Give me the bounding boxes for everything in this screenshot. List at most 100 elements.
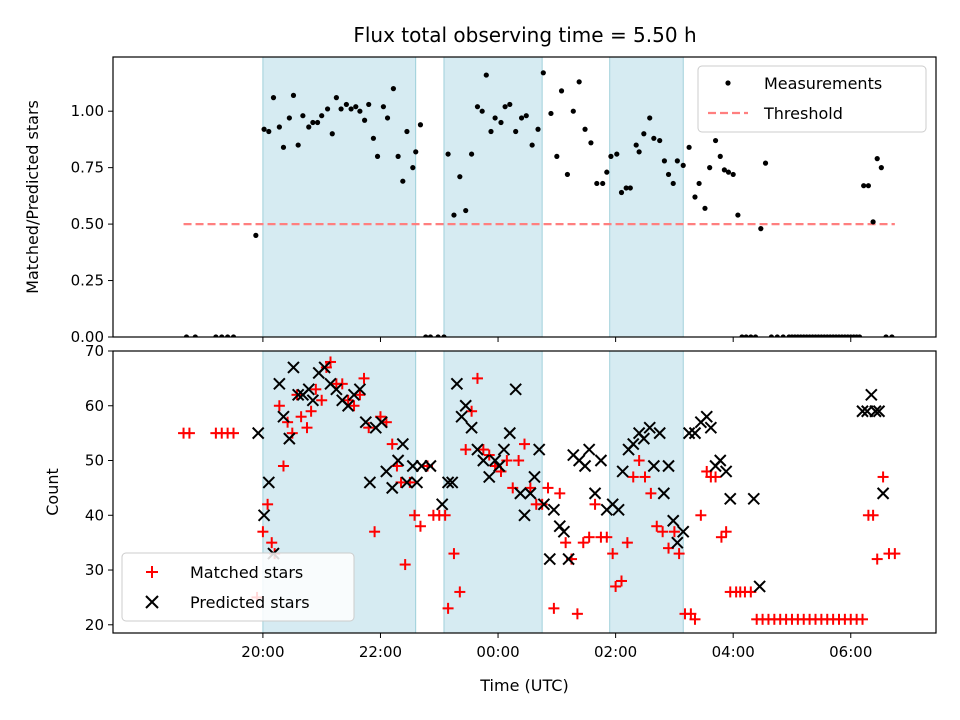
predicted-star-point: [497, 443, 511, 456]
measurement-point: [423, 334, 429, 337]
predicted-star-point: [277, 410, 290, 423]
matched-star-point: [501, 455, 513, 467]
x-tick-label: 22:00: [359, 643, 402, 661]
matched-star-point: [277, 460, 289, 472]
predicted-star-point: [518, 509, 531, 522]
measurement-point: [856, 334, 863, 337]
measurement-point: [400, 178, 406, 184]
measurement-point: [692, 194, 698, 200]
measurement-point: [319, 113, 325, 119]
legend-measurements-label: Measurements: [764, 74, 882, 93]
matched-star-point: [857, 613, 869, 625]
measurement-point: [427, 334, 434, 337]
matched-star-point: [342, 394, 354, 406]
measurement-point: [280, 144, 287, 150]
matched-star-point: [519, 438, 530, 450]
bottom-panel: 20 30 40 50 60 70 20:00 22:00 00:00 02:00 04:00 06…: [43, 342, 937, 695]
predicted-star-point: [724, 492, 737, 506]
legend-threshold-label: Threshold: [763, 104, 843, 123]
legend-measurement-marker: [725, 80, 731, 86]
predicted-star-point: [287, 361, 300, 374]
matched-star-point: [607, 548, 619, 560]
matched-star-point: [183, 427, 195, 439]
measurement-point: [651, 135, 657, 141]
measurement-point: [333, 95, 339, 101]
x-tick-label: 02:00: [594, 643, 637, 661]
predicted-star-point: [302, 383, 315, 396]
measurement-point: [600, 180, 606, 187]
matched-star-point: [668, 526, 680, 538]
predicted-star-point: [465, 421, 478, 434]
predicted-star-point: [477, 454, 490, 467]
observing-window-2: [443, 56, 543, 338]
predicted-star-point: [588, 487, 602, 500]
predicted-star-point: [594, 454, 608, 467]
y-tick-label: 20: [85, 616, 104, 634]
predicted-star-point: [700, 410, 713, 423]
measurement-point: [441, 334, 447, 337]
predicted-star-point: [435, 498, 449, 511]
predicted-star-point: [616, 465, 629, 478]
measurement-point: [370, 135, 377, 141]
measurement-point: [712, 137, 719, 144]
top-x-ticks: [262, 337, 852, 342]
top-observing-windows: [262, 56, 684, 338]
y-tick-label: 70: [85, 342, 104, 360]
predicted-star-point: [662, 459, 675, 473]
measurement-point: [735, 212, 741, 218]
predicted-star-point: [459, 399, 472, 412]
predicted-star-point: [869, 405, 882, 418]
top-panel: 0.00 0.25 0.50 0.75 1.00 Matched/Predicted s…: [23, 56, 937, 346]
matched-star-point: [386, 438, 398, 450]
measurement-point: [743, 334, 749, 337]
predicted-star-point: [667, 514, 680, 527]
measurement-point: [608, 153, 614, 159]
predicted-star-point: [856, 405, 869, 418]
matched-star-point: [305, 405, 317, 417]
measurement-point: [380, 104, 387, 110]
bottom-x-ticks: 20:00 22:00 00:00 02:00 04:00 06:00: [241, 633, 872, 661]
matched-star-point: [542, 482, 554, 494]
predicted-star-point: [363, 476, 377, 489]
measurement-point: [300, 113, 306, 119]
measurement-point: [674, 158, 680, 164]
predicted-star-point: [876, 487, 890, 500]
predicted-star-point: [537, 498, 551, 511]
measurement-point: [457, 174, 463, 180]
legend-matched-marker: [146, 566, 158, 578]
matched-star-point: [325, 356, 337, 368]
measurement-point: [594, 180, 600, 187]
matched-star-point: [554, 487, 566, 499]
matched-star-point: [657, 526, 669, 538]
measurement-point: [889, 334, 895, 337]
measurement-point: [357, 108, 363, 114]
measurement-point: [730, 171, 736, 178]
measurement-point: [474, 104, 481, 110]
matched-star-point: [695, 509, 707, 521]
measurement-point: [748, 334, 754, 337]
measurement-point: [657, 137, 663, 144]
predicted-star-point: [450, 377, 464, 391]
measurement-point: [362, 117, 368, 123]
predicted-star-point: [653, 426, 666, 440]
predicted-star-point: [865, 388, 878, 402]
predicted-star-point: [753, 580, 766, 593]
predicted-star-point: [612, 503, 625, 517]
top-y-axis-label: Matched/Predicted stars: [23, 100, 42, 294]
measurement-point: [314, 119, 321, 126]
measurement-point: [717, 153, 723, 159]
measurement-point: [570, 108, 576, 114]
measurement-point: [529, 142, 535, 148]
matched-star-point: [262, 498, 274, 510]
predicted-star-point: [306, 394, 320, 407]
matched-star-point: [466, 405, 478, 417]
matched-star-point: [889, 548, 901, 560]
measurement-point: [507, 101, 513, 108]
matched-star-point: [354, 389, 366, 401]
predicted-star-point: [528, 470, 541, 484]
measurement-point: [680, 162, 686, 168]
predicted-star-point: [657, 487, 671, 500]
predicted-star-point: [445, 476, 459, 489]
observing-window-2: [443, 350, 543, 634]
measurement-point: [390, 86, 397, 92]
